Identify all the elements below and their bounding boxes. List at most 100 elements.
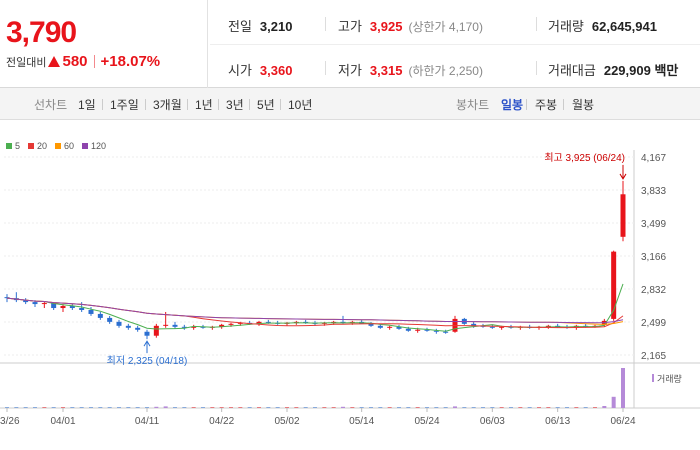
stat-label: 고가 — [338, 19, 362, 34]
candle-body — [284, 322, 290, 324]
candle-body — [583, 325, 589, 327]
y-tick-label: 4,167 — [641, 153, 666, 164]
candle-body — [433, 330, 439, 332]
volume-bar — [322, 407, 327, 408]
volume-bar — [229, 407, 233, 408]
legend-label: 120 — [91, 141, 107, 151]
legend-item-ma5: 5 — [6, 141, 20, 151]
legend-item-ma20: 20 — [28, 141, 47, 151]
candle-weekly[interactable]: 주봉 — [535, 98, 558, 112]
toolbar-separator — [563, 99, 564, 110]
candle-chart-label: 봉차트 — [456, 98, 490, 112]
x-tick-label: 05/02 — [274, 416, 299, 427]
volume-legend-label: 거래량 — [657, 373, 682, 384]
stat-label: 거래량 — [548, 19, 584, 34]
legend-swatch — [55, 143, 62, 149]
stat-separator — [325, 61, 326, 75]
candle-body — [340, 321, 346, 323]
volume-bar — [397, 407, 401, 408]
volume-bar — [313, 407, 317, 408]
volume-bar — [434, 407, 439, 408]
volume-bar — [5, 407, 9, 408]
volume-bar — [527, 407, 532, 408]
period-10y[interactable]: 10년 — [288, 98, 313, 112]
candle-body — [144, 331, 150, 336]
candle-body — [116, 321, 122, 326]
legend-label: 20 — [37, 141, 48, 151]
y-tick-label: 3,166 — [641, 252, 666, 263]
chart-toolbar: 선차트 1일 1주일 3개월 1년 3년 5년 10년 봉차트 일봉 주봉 월봉 — [0, 88, 700, 120]
ma-line-20 — [6, 297, 624, 329]
period-1w[interactable]: 1주일 — [110, 98, 139, 112]
volume-bar — [117, 407, 121, 408]
candle-body — [377, 325, 383, 328]
x-tick-label: 06/03 — [480, 416, 505, 427]
candle-body — [172, 324, 178, 327]
volume-bar — [51, 407, 56, 408]
volume-bar — [481, 407, 485, 408]
candle-body — [499, 326, 505, 328]
volume-bar — [537, 407, 541, 408]
volume-bar — [621, 368, 625, 408]
volume-bar — [453, 406, 457, 408]
x-tick-label: 04/22 — [209, 416, 234, 427]
change-label: 전일대비 — [6, 56, 47, 69]
candle-body — [228, 323, 234, 325]
candle-monthly[interactable]: 월봉 — [572, 98, 595, 112]
stat-label: 전일 — [228, 19, 252, 34]
period-3m[interactable]: 3개월 — [153, 98, 182, 112]
candle-body — [209, 326, 215, 328]
stat-label: 시가 — [228, 63, 252, 78]
volume-bar — [425, 407, 429, 408]
candle-body — [13, 298, 19, 301]
volume-bar — [135, 407, 140, 408]
change-row: 전일대비 580 +18.07% — [6, 53, 160, 70]
volume-bar — [219, 407, 224, 408]
toolbar-separator — [218, 99, 219, 110]
candle-body — [23, 300, 29, 303]
x-tick-label: 04/11 — [135, 416, 160, 427]
volume-bar — [173, 407, 177, 408]
candle-daily[interactable]: 일봉 — [501, 98, 524, 112]
period-1y[interactable]: 1년 — [195, 98, 213, 112]
change-value: 580 — [62, 53, 88, 70]
candle-body — [415, 329, 421, 331]
stat-separator — [536, 17, 537, 31]
stat-high: 고가 3,925 (상한가 4,170) — [338, 16, 483, 35]
candle-body — [51, 303, 57, 309]
stat-open: 시가 3,360 — [228, 60, 292, 79]
stat-value: 3,360 — [259, 63, 293, 78]
volume-bar — [98, 407, 103, 408]
volume-bar — [126, 407, 131, 408]
candle-body — [564, 326, 570, 328]
legend-item-ma60: 60 — [55, 141, 74, 151]
volume-bar — [23, 407, 28, 408]
volume-bar — [593, 407, 597, 408]
volume-bar — [14, 407, 19, 408]
candle-body — [265, 321, 271, 323]
volume-bar — [443, 407, 448, 408]
candle-body — [471, 323, 477, 326]
volume-bar — [285, 407, 289, 408]
candle-body — [275, 322, 281, 324]
high-arrow-icon — [619, 173, 627, 180]
volume-bar — [154, 406, 159, 408]
candle-body — [125, 325, 131, 328]
volume-bar — [499, 407, 504, 408]
period-1d[interactable]: 1일 — [78, 98, 96, 112]
toolbar-separator — [145, 99, 146, 110]
period-5y[interactable]: 5년 — [257, 98, 275, 112]
candle-body — [611, 251, 617, 319]
volume-bar — [387, 407, 392, 408]
legend-label: 5 — [15, 141, 21, 151]
stat-separator — [536, 61, 537, 75]
period-3y[interactable]: 3년 — [226, 98, 244, 112]
stat-amount: 거래대금 229,909 백만 — [548, 60, 678, 79]
volume-bar — [163, 406, 168, 408]
toolbar-separator — [249, 99, 250, 110]
ma-line-60 — [6, 297, 624, 325]
stat-sub: (하한가 2,250) — [408, 64, 483, 78]
candle-body — [405, 328, 411, 331]
volume-bar — [61, 407, 65, 408]
volume-bar — [359, 407, 364, 408]
